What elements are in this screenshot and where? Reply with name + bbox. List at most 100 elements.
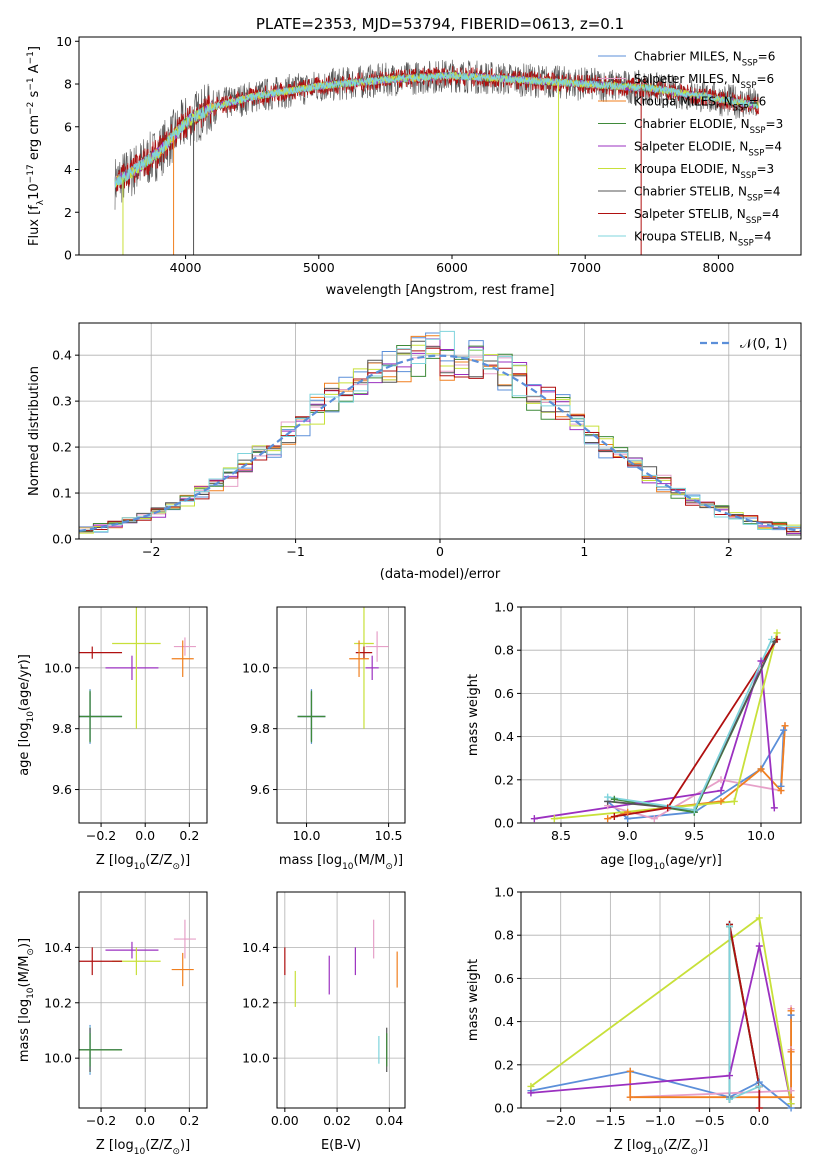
histogram-step (79, 338, 801, 534)
weight_vs_Z-ylabel: mass weight (466, 959, 481, 1041)
y-tick-label: 10.2 (44, 995, 72, 1010)
weight-marker (770, 804, 778, 812)
y-tick-label: 0.6 (494, 686, 514, 701)
y-tick-label: 9.8 (52, 721, 72, 736)
axes-mass_vs_Z: −0.2 0.0 0.2 10.0 10.2 10.4 (44, 891, 208, 1128)
y-tick-label: 10.0 (242, 1051, 270, 1066)
y-tick-label: 10 (56, 34, 72, 49)
mass_vs_Z-ylabel: mass [log10(M/M⊙)] (17, 938, 36, 1062)
weight-marker (755, 914, 763, 922)
weight-marker (726, 923, 734, 931)
weight-marker (787, 1087, 795, 1095)
weight-marker (604, 793, 612, 801)
y-tick-label: 0.6 (494, 971, 514, 986)
x-tick-label: 6000 (436, 260, 468, 275)
x-tick-label: 10.5 (375, 828, 403, 843)
legend-label: Salpeter STELIB, NSSP=4 (634, 207, 779, 226)
axes-frame (276, 891, 406, 1109)
plot-area (79, 607, 196, 744)
weight-marker (757, 657, 765, 665)
plot-area (79, 919, 196, 1075)
x-tick-label: 0.0 (135, 828, 155, 843)
x-tick-label: −1.0 (645, 1113, 675, 1128)
weight-marker (717, 787, 725, 795)
weight-marker (726, 1095, 734, 1103)
weight-marker (757, 765, 765, 773)
residuals-xlabel: (data-model)/error (380, 567, 501, 582)
weight_vs_Z-xlabel: Z [log10(Z/Z⊙)] (614, 1138, 708, 1157)
x-tick-label: −2.0 (546, 1113, 576, 1128)
y-tick-label: 1.0 (494, 885, 514, 900)
weight_vs_age-ylabel: mass weight (466, 674, 481, 756)
x-tick-label: −1.5 (595, 1113, 625, 1128)
x-tick-label: 2 (725, 544, 733, 559)
legend-label: Kroupa MILES, NSSP=6 (634, 95, 766, 114)
age_vs_Z-ylabel: age [log10(age/yr)] (17, 654, 36, 776)
y-tick-label: 9.8 (250, 721, 270, 736)
residuals-ylabel: Normed distribution (27, 366, 42, 496)
weight-marker (527, 1089, 535, 1097)
weight-marker (755, 1082, 763, 1090)
y-tick-label: 0.0 (494, 1101, 514, 1116)
weight_vs_age-xlabel: age [log10(age/yr)] (600, 853, 722, 872)
y-tick-label: 0.2 (52, 440, 72, 455)
weight-line (530, 1015, 792, 1108)
axes-frame (78, 891, 208, 1109)
legend-label: Chabrier STELIB, NSSP=4 (634, 185, 781, 204)
weight-marker (626, 1067, 634, 1075)
axes-weight_vs_age: 8.5 9.0 9.5 10.0 0.0 0.2 0.4 0.6 0.8 1.0 (494, 600, 802, 843)
weight-line (607, 725, 786, 820)
weight-marker (787, 1048, 795, 1056)
weight-line (530, 945, 792, 1104)
y-tick-label: 0.4 (494, 729, 514, 744)
x-tick-label: 10.0 (747, 828, 775, 843)
spectrum-ylabel: Flux [fλ10−17 erg cm−2 s−1 A−1] (26, 46, 46, 246)
axes-residuals: −2 −1 0 1 2 0.0 0.1 0.2 0.3 0.4 (52, 322, 802, 559)
y-tick-label: 0.3 (52, 394, 72, 409)
legend-label: Kroupa ELODIE, NSSP=3 (634, 162, 774, 181)
weight-line (534, 660, 776, 820)
weight-marker (781, 722, 789, 730)
x-tick-label: −1 (286, 544, 304, 559)
x-tick-label: 8000 (703, 260, 735, 275)
y-tick-label: 0.4 (52, 348, 72, 363)
axes-frame (520, 891, 802, 1109)
weight-marker (550, 815, 558, 823)
x-tick-label: 10.0 (293, 828, 321, 843)
weight-marker (626, 1093, 634, 1101)
weight-marker (717, 797, 725, 805)
y-tick-label: 1.0 (494, 600, 514, 615)
weight-marker (777, 787, 785, 795)
y-tick-label: 0.2 (494, 772, 514, 787)
plot-area (534, 632, 786, 820)
weight-marker (624, 808, 632, 816)
y-tick-label: 9.6 (250, 782, 270, 797)
axes-frame (78, 36, 802, 256)
weight-line (530, 916, 792, 1104)
y-tick-label: 0 (64, 248, 72, 263)
x-tick-label: 9.5 (684, 828, 704, 843)
plot-area (114, 59, 759, 255)
x-tick-label: 0.0 (135, 1113, 155, 1128)
axes-weight_vs_Z: −2.0 −1.5 −1.0 −0.5 0.0 0.0 0.2 0.4 0.6 0.8 1.0 (494, 885, 802, 1128)
weight-marker (690, 806, 698, 814)
spectrum-legend: Chabrier MILES, NSSP=6 Salpeter MILES, NS… (598, 50, 783, 249)
x-tick-label: 4000 (170, 260, 202, 275)
x-tick-label: 0.02 (323, 1113, 351, 1128)
x-tick-label: 0.00 (271, 1113, 299, 1128)
y-tick-label: 0.8 (494, 643, 514, 658)
x-tick-label: 0.2 (179, 828, 199, 843)
y-tick-label: 10.0 (242, 660, 270, 675)
weight-marker (624, 815, 632, 823)
weight-marker (755, 942, 763, 950)
weight-line (607, 729, 785, 820)
legend-label: Salpeter ELODIE, NSSP=4 (634, 140, 782, 159)
axes-age_vs_Z: −0.2 0.0 0.2 9.6 9.8 10.0 (44, 606, 208, 843)
y-tick-label: 10.4 (44, 940, 72, 955)
weight-marker (530, 815, 538, 823)
age_vs_Z-xlabel: Z [log10(Z/Z⊙)] (96, 853, 190, 872)
x-tick-label: −0.2 (86, 1113, 116, 1128)
plot-area (79, 330, 801, 536)
weight-line (728, 924, 761, 1108)
